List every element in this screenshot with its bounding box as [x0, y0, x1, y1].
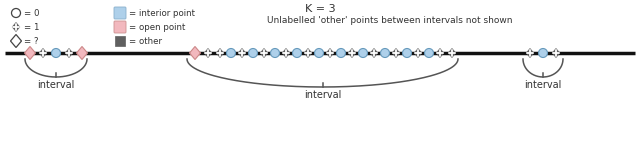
Text: = ?: = ?: [24, 37, 38, 46]
Text: interval: interval: [304, 90, 341, 100]
Polygon shape: [436, 49, 444, 58]
Circle shape: [51, 49, 61, 58]
Circle shape: [248, 49, 257, 58]
Polygon shape: [189, 47, 200, 60]
Circle shape: [292, 49, 301, 58]
Circle shape: [538, 49, 547, 58]
Text: Unlabelled 'other' points between intervals not shown: Unlabelled 'other' points between interv…: [268, 16, 513, 25]
Polygon shape: [216, 49, 224, 58]
Text: = 1: = 1: [24, 23, 40, 31]
Polygon shape: [204, 49, 212, 58]
FancyBboxPatch shape: [114, 7, 126, 19]
Text: K = 3: K = 3: [305, 4, 335, 14]
Text: = 0: = 0: [24, 8, 40, 17]
Polygon shape: [526, 49, 534, 58]
Circle shape: [12, 8, 20, 17]
Circle shape: [424, 49, 433, 58]
Polygon shape: [77, 47, 88, 60]
Polygon shape: [414, 49, 422, 58]
Polygon shape: [348, 49, 356, 58]
Circle shape: [403, 49, 412, 58]
Circle shape: [358, 49, 367, 58]
Circle shape: [381, 49, 390, 58]
Polygon shape: [552, 49, 560, 58]
Polygon shape: [24, 47, 35, 60]
Text: interval: interval: [37, 80, 75, 90]
Polygon shape: [10, 35, 22, 48]
Circle shape: [227, 49, 236, 58]
Text: = open point: = open point: [129, 23, 186, 31]
Polygon shape: [260, 49, 268, 58]
Polygon shape: [370, 49, 378, 58]
Polygon shape: [326, 49, 334, 58]
Bar: [115, 36, 125, 46]
Text: = other: = other: [129, 37, 162, 46]
Polygon shape: [392, 49, 400, 58]
Polygon shape: [12, 23, 20, 31]
Circle shape: [271, 49, 280, 58]
FancyBboxPatch shape: [114, 21, 126, 33]
Polygon shape: [282, 49, 290, 58]
Polygon shape: [65, 49, 73, 58]
Polygon shape: [39, 49, 47, 58]
Polygon shape: [304, 49, 312, 58]
Circle shape: [337, 49, 346, 58]
Polygon shape: [448, 49, 456, 58]
Circle shape: [314, 49, 323, 58]
Text: = interior point: = interior point: [129, 8, 195, 17]
Polygon shape: [238, 49, 246, 58]
Text: interval: interval: [524, 80, 562, 90]
